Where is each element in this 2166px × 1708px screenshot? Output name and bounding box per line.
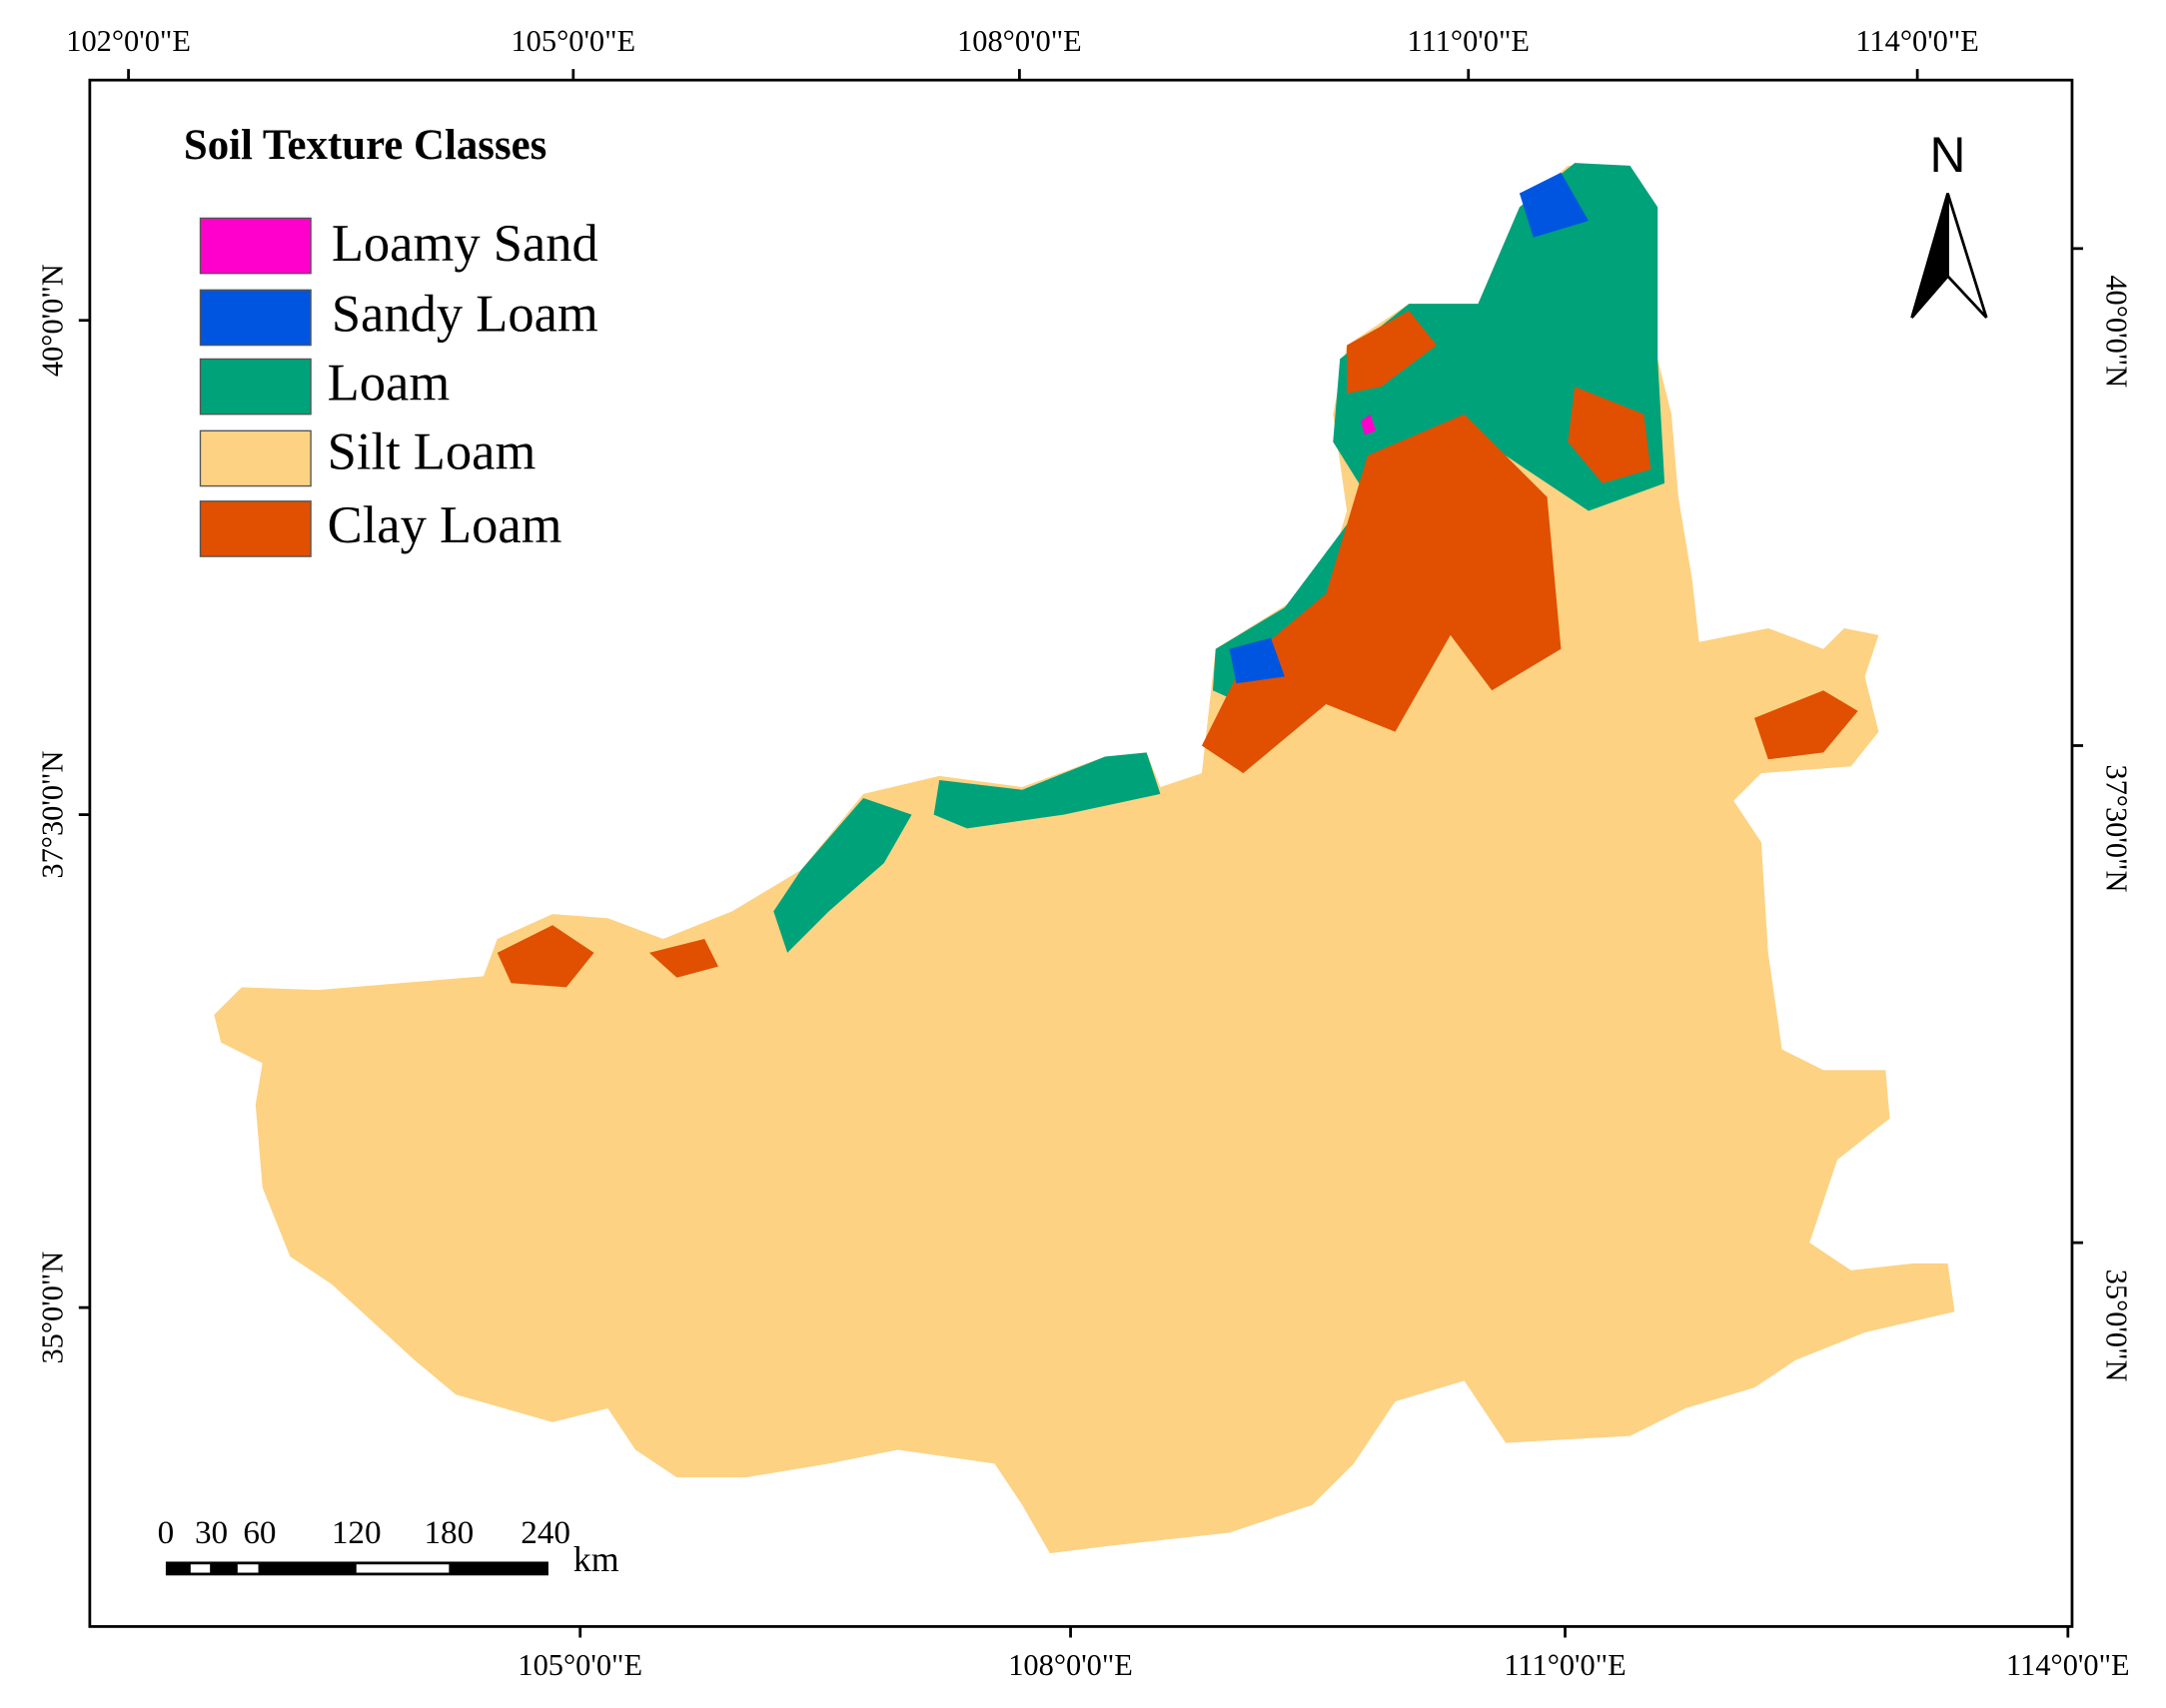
top-axis-label: 108°0'0"E xyxy=(957,24,1082,58)
loam-region xyxy=(773,798,912,953)
scale-bar-segment xyxy=(190,1564,211,1573)
scale-bar-segment xyxy=(356,1564,450,1573)
scale-label: 120 xyxy=(332,1514,382,1551)
scale-label: 0 xyxy=(158,1514,175,1551)
clay-loam-region xyxy=(1347,311,1437,394)
bottom-axis-label: 111°0'0"E xyxy=(1504,1648,1625,1682)
legend-label: Clay Loam xyxy=(328,496,562,554)
north-label: N xyxy=(1930,127,1966,183)
top-axis-label: 102°0'0"E xyxy=(66,24,191,58)
legend-label: Loam xyxy=(328,355,451,413)
north-arrow: N xyxy=(1910,127,1988,319)
scale-label: 240 xyxy=(521,1514,570,1551)
scale-bar xyxy=(165,1561,548,1576)
legend-label: Sandy Loam xyxy=(332,285,598,343)
left-axis-label: 35°0'0"N xyxy=(35,1252,69,1364)
north-arrow-right xyxy=(1946,193,1988,319)
map-frame xyxy=(88,78,2074,1628)
bottom-axis-label: 114°0'0"E xyxy=(2006,1648,2130,1682)
silt-loam-region xyxy=(214,165,1955,1554)
clay-loam-region xyxy=(497,925,594,988)
top-axis-label: 111°0'0"E xyxy=(1408,24,1530,58)
clay-loam-region xyxy=(1568,387,1651,483)
loam-region xyxy=(933,752,1161,829)
soil-map xyxy=(214,163,1955,1554)
right-axis-label: 40°0'0"N xyxy=(2099,275,2133,388)
legend-swatch xyxy=(199,429,312,487)
north-arrow-left xyxy=(1910,193,1949,319)
scale-label: 180 xyxy=(424,1514,474,1551)
scale-label: 60 xyxy=(243,1514,276,1551)
right-axis-label: 37°30'0"N xyxy=(2099,764,2133,892)
legend-label: Loamy Sand xyxy=(332,215,598,273)
sandy-loam-region xyxy=(1229,637,1285,684)
legend-label: Silt Loam xyxy=(328,424,537,481)
scale-unit: km xyxy=(573,1539,619,1579)
clay-loam-region xyxy=(1201,414,1562,774)
bottom-axis-label: 108°0'0"E xyxy=(1008,1648,1133,1682)
clay-loam-region xyxy=(648,939,718,978)
loamy-sand-region xyxy=(1360,414,1377,435)
legend-swatch xyxy=(199,500,312,557)
scale-bar-segment xyxy=(237,1564,259,1573)
top-axis-label: 105°0'0"E xyxy=(511,24,635,58)
left-axis-label: 37°30'0"N xyxy=(35,751,69,879)
sandy-loam-region xyxy=(1519,172,1590,238)
legend-swatch xyxy=(199,217,312,275)
scale-label: 30 xyxy=(195,1514,228,1551)
legend-title: Soil Texture Classes xyxy=(184,122,546,169)
top-axis-label: 114°0'0"E xyxy=(1855,24,1979,58)
legend-swatch xyxy=(199,289,312,347)
bottom-axis-label: 105°0'0"E xyxy=(518,1648,642,1682)
legend-swatch xyxy=(199,358,312,416)
right-axis-label: 35°0'0"N xyxy=(2099,1270,2133,1382)
left-axis-label: 40°0'0"N xyxy=(35,264,69,377)
